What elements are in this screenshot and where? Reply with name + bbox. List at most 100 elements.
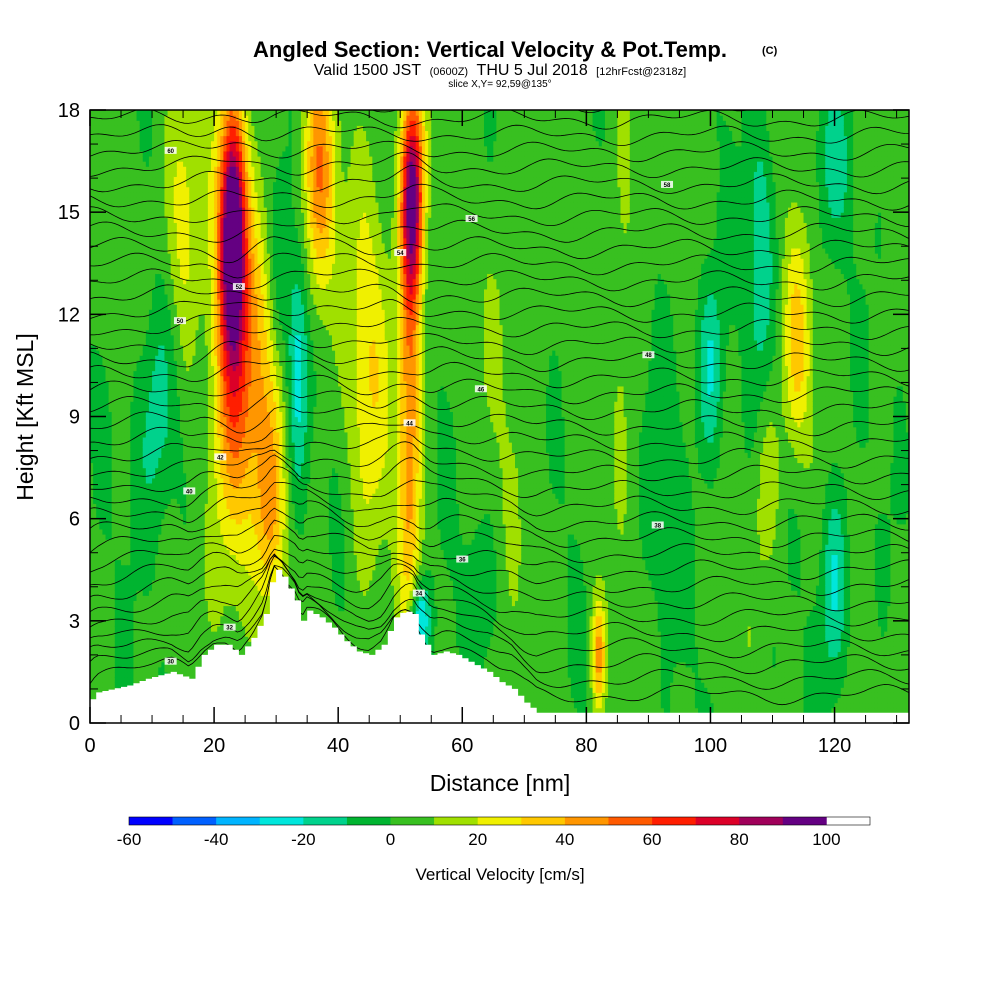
- field-cell: [90, 625, 94, 632]
- field-cell: [99, 431, 104, 438]
- field-cell: [99, 666, 104, 673]
- field-cell: [93, 656, 97, 663]
- field-cell: [99, 145, 104, 152]
- field-cell: [90, 299, 94, 305]
- field-cell: [96, 401, 100, 407]
- subtitle-utc: (0600Z): [430, 66, 469, 78]
- field-cell: [93, 585, 97, 591]
- field-cell: [99, 253, 104, 259]
- field-cell: [99, 656, 104, 663]
- field-cell: [93, 181, 97, 188]
- field-cell: [93, 288, 97, 295]
- field-cell: [96, 201, 100, 208]
- field-cell: [99, 350, 104, 356]
- field-cell: [99, 671, 104, 678]
- field-cell: [96, 186, 100, 193]
- velocity-field: [90, 110, 909, 723]
- field-cell: [96, 488, 100, 494]
- field-cell: [96, 339, 100, 346]
- field-cell: [99, 482, 104, 489]
- field-cell: [99, 636, 104, 642]
- field-cell: [99, 569, 104, 576]
- field-cell: [90, 666, 94, 673]
- field-cell: [90, 544, 94, 550]
- field-cell: [102, 677, 107, 683]
- field-cell: [93, 380, 97, 387]
- field-cell: [99, 436, 104, 443]
- field-cell: [93, 687, 97, 693]
- field-cell: [96, 416, 100, 423]
- field-cell: [90, 620, 94, 627]
- field-cell: [90, 181, 94, 188]
- field-cell: [99, 421, 104, 428]
- field-cell: [99, 135, 104, 142]
- field-cell: [90, 477, 94, 484]
- field-cell: [93, 472, 97, 479]
- field-cell: [90, 140, 94, 147]
- field-cell: [90, 283, 94, 290]
- field-cell: [99, 339, 104, 346]
- field-cell: [93, 416, 97, 423]
- field-cell: [90, 462, 94, 469]
- field-cell: [93, 620, 97, 627]
- field-cell: [99, 595, 104, 601]
- field-cell: [90, 498, 94, 504]
- field-cell: [90, 130, 94, 137]
- field-cell: [90, 247, 94, 254]
- field-cell: [96, 150, 100, 157]
- field-cell: [93, 196, 97, 203]
- field-cell: [96, 523, 100, 530]
- field-cell: [93, 508, 97, 515]
- field-cell: [99, 242, 104, 249]
- field-cell: [90, 426, 94, 433]
- field-cell: [99, 115, 104, 121]
- field-cell: [96, 682, 100, 688]
- field-cell: [93, 523, 97, 530]
- field-cell: [90, 447, 94, 453]
- field-cell: [99, 110, 104, 116]
- slice-label: slice X,Y= 92,59@135°: [448, 79, 551, 90]
- field-cell: [96, 247, 100, 254]
- field-cell: [99, 334, 104, 341]
- field-cell: [99, 513, 104, 520]
- field-cell: [102, 636, 107, 642]
- field-cell: [93, 528, 97, 535]
- field-cell: [96, 656, 100, 663]
- field-cell: [99, 396, 104, 402]
- field-cell: [96, 610, 100, 617]
- field-cell: [96, 508, 100, 515]
- field-cell: [90, 155, 94, 162]
- field-cell: [99, 299, 104, 305]
- field-cell: [99, 452, 104, 458]
- field-cell: [99, 472, 104, 479]
- field-cell: [90, 467, 94, 474]
- field-cell: [96, 258, 100, 264]
- field-cell: [99, 390, 104, 397]
- field-cell: [99, 559, 104, 566]
- field-cell: [90, 411, 94, 418]
- field-cell: [96, 493, 100, 499]
- field-cell: [99, 130, 104, 137]
- field-cell: [99, 528, 104, 535]
- field-cell: [96, 554, 100, 561]
- field-cell: [96, 666, 100, 673]
- field-cell: [99, 615, 104, 622]
- field-cell: [90, 590, 94, 596]
- field-cell: [93, 549, 97, 556]
- field-cell: [96, 661, 100, 668]
- field-cell: [99, 283, 104, 290]
- field-cell: [96, 360, 100, 367]
- field-cell: [99, 278, 104, 285]
- field-cell: [93, 615, 97, 622]
- field-cell: [93, 411, 97, 418]
- field-cell: [96, 125, 100, 132]
- field-cell: [99, 186, 104, 193]
- field-cell: [99, 125, 104, 132]
- field-cell: [93, 299, 97, 305]
- field-cell: [93, 385, 97, 392]
- field-cell: [96, 585, 100, 591]
- field-cell: [99, 288, 104, 295]
- field-cell: [93, 145, 97, 152]
- field-cell: [93, 467, 97, 474]
